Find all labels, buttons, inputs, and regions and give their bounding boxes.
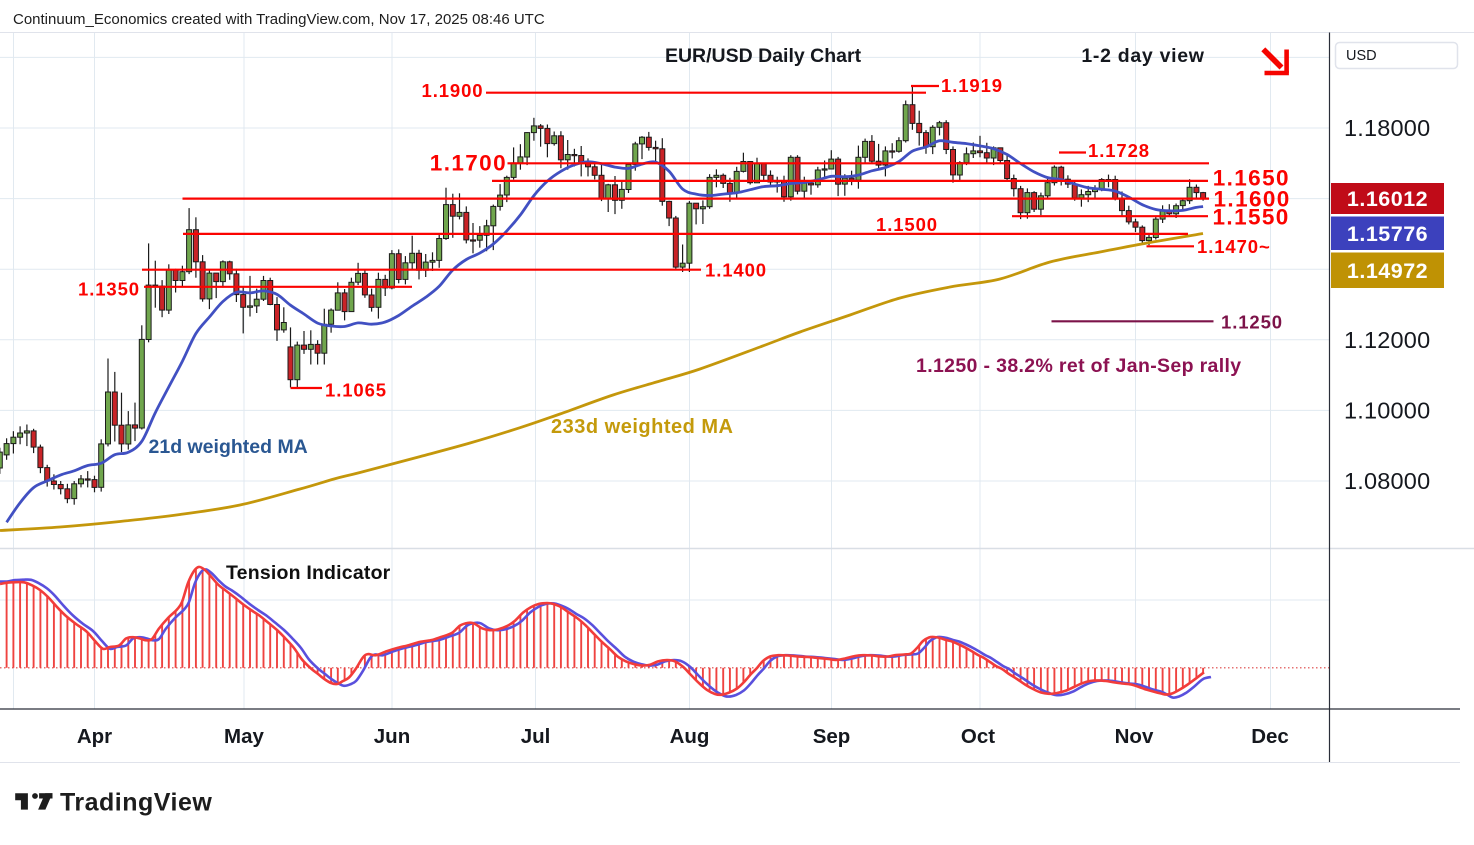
svg-text:1.1400: 1.1400 <box>705 260 767 281</box>
svg-text:1.12000: 1.12000 <box>1344 327 1430 353</box>
svg-text:May: May <box>224 725 264 748</box>
svg-text:1.1919: 1.1919 <box>941 75 1003 96</box>
svg-text:1.1600: 1.1600 <box>1214 187 1291 212</box>
svg-text:Nov: Nov <box>1115 725 1154 748</box>
svg-text:1-2 day view: 1-2 day view <box>1081 45 1204 67</box>
svg-text:1.16012: 1.16012 <box>1347 187 1428 211</box>
svg-text:1.1900: 1.1900 <box>422 80 484 101</box>
svg-text:Apr: Apr <box>77 725 112 748</box>
svg-text:Dec: Dec <box>1251 725 1289 748</box>
svg-text:Sep: Sep <box>813 725 851 748</box>
svg-text:21d weighted MA: 21d weighted MA <box>149 436 308 458</box>
svg-text:Tension Indicator: Tension Indicator <box>226 562 391 584</box>
svg-text:TradingView: TradingView <box>60 789 212 817</box>
svg-text:1.15776: 1.15776 <box>1347 222 1428 246</box>
svg-text:1.1650: 1.1650 <box>1213 166 1290 191</box>
svg-text:Aug: Aug <box>670 725 710 748</box>
svg-text:1.14972: 1.14972 <box>1347 259 1428 283</box>
svg-text:Continuum_Economics created wi: Continuum_Economics created with Trading… <box>13 11 545 28</box>
svg-text:Jul: Jul <box>521 725 551 748</box>
svg-text:1.1550: 1.1550 <box>1213 205 1290 230</box>
svg-text:1.1470~: 1.1470~ <box>1197 236 1271 257</box>
svg-text:1.1250 - 38.2% ret of Jan-Sep: 1.1250 - 38.2% ret of Jan-Sep rally <box>916 355 1242 377</box>
svg-text:1.10000: 1.10000 <box>1344 397 1430 423</box>
svg-text:USD: USD <box>1346 48 1377 64</box>
svg-text:EUR/USD Daily Chart: EUR/USD Daily Chart <box>665 45 862 67</box>
svg-text:1.08000: 1.08000 <box>1344 468 1430 494</box>
svg-text:1.18000: 1.18000 <box>1344 115 1430 141</box>
svg-text:1.1700: 1.1700 <box>430 151 507 176</box>
svg-text:233d weighted MA: 233d weighted MA <box>551 416 733 438</box>
svg-text:Jun: Jun <box>374 725 410 748</box>
svg-text:1.1250: 1.1250 <box>1221 312 1283 333</box>
svg-text:1.1350: 1.1350 <box>78 279 140 300</box>
svg-text:Oct: Oct <box>961 725 995 748</box>
svg-text:1.1728: 1.1728 <box>1088 140 1150 161</box>
svg-text:1.1065: 1.1065 <box>325 380 387 401</box>
svg-text:1.1500: 1.1500 <box>876 214 938 235</box>
